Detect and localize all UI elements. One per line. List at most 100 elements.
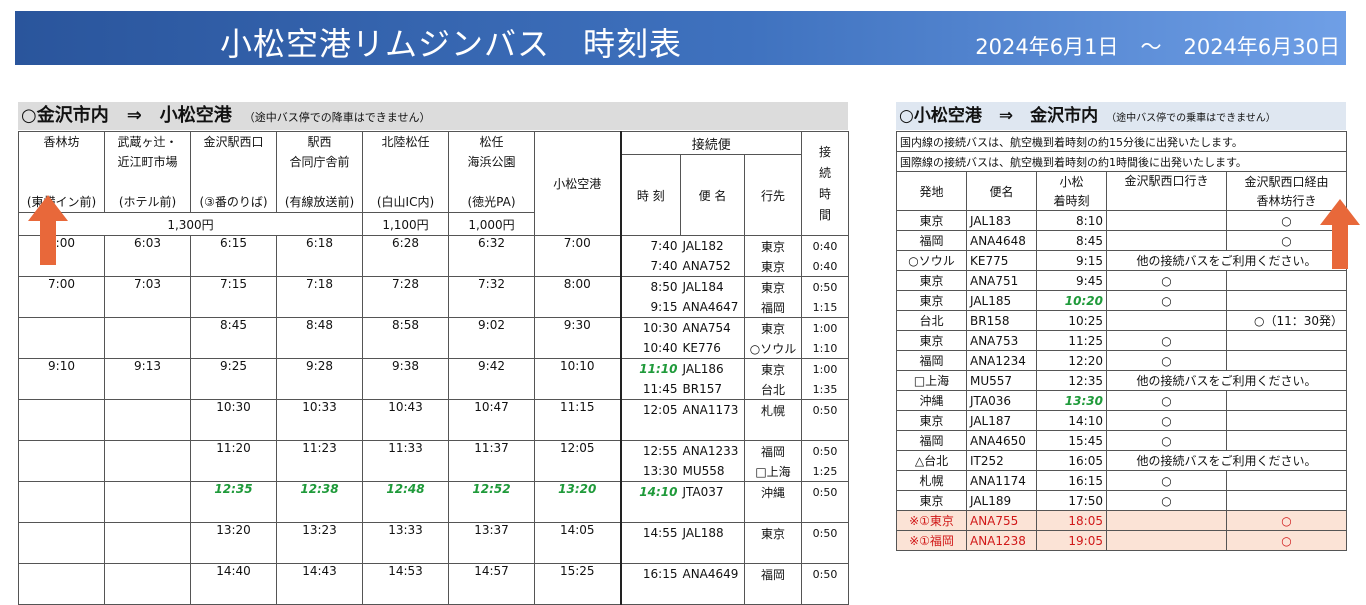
trip-row xyxy=(19,420,850,441)
station-bus-cell: ○ xyxy=(1106,350,1227,371)
korinbo-bus-cell xyxy=(1225,390,1348,411)
period-separator: 〜 xyxy=(1140,35,1162,59)
conn-interval: 0:50 xyxy=(801,440,850,461)
arrival-row: 東京 ANA751 9:45 ○ xyxy=(896,270,1348,291)
departure-time xyxy=(104,399,191,441)
conn-interval: 1:00 xyxy=(801,317,850,338)
conn-flight-number: ANA754 xyxy=(680,317,745,338)
korinbo-bus-cell xyxy=(1225,490,1348,511)
departure-time: 7:00 xyxy=(18,276,105,318)
connecting-flight-header: 接続便 xyxy=(619,131,803,155)
stop-location: (ホテル前) xyxy=(118,195,177,209)
arrival-row: 東京 JAL185 10:20 ○ xyxy=(896,290,1348,311)
conn-flight-dest: 東京 xyxy=(743,317,803,338)
conn-interval: 1:10 xyxy=(801,338,850,359)
trip-row: 14:40 14:43 14:53 14:57 15:25 16:15 ANA4649 福岡 0… xyxy=(18,563,850,605)
arrival-time-cell: 13:30 xyxy=(1036,390,1107,411)
conn-flight-dest: ○ソウル xyxy=(743,338,803,359)
arrival-row: 東京 JAL187 14:10 ○ xyxy=(896,410,1348,431)
conn-flight-time: 13:30 xyxy=(619,461,681,482)
trip-row: 10:30 10:33 10:43 10:47 11:15 12:05 ANA1173 札幌 0… xyxy=(18,399,850,441)
conn-flight-time: 12:05 xyxy=(619,399,681,420)
conn-flight-dest: 福岡 xyxy=(743,440,803,461)
arrival-header: 小松 xyxy=(1036,171,1107,191)
info-note: 国際線の接続バスは、航空機到着時刻の約1時間後に出発いたします。 xyxy=(895,151,1348,172)
trip-row: 6:00 6:03 6:15 6:18 6:28 6:32 7:00 7:40 JAL182 東京… xyxy=(18,235,850,277)
conn-flight-number: JAL188 xyxy=(680,522,745,543)
departure-time: 11:33 xyxy=(362,440,449,482)
departure-time: 14:43 xyxy=(276,563,363,605)
conn-interval xyxy=(801,420,850,441)
departure-time xyxy=(104,563,191,605)
conn-flight-dest: 札幌 xyxy=(743,399,803,420)
conn-flight-time: 11:10 xyxy=(619,358,681,379)
arrival-time-cell: 17:50 xyxy=(1036,490,1107,511)
departure-time: 12:05 xyxy=(534,440,621,482)
conn-flight-time: 14:10 xyxy=(619,481,681,502)
departure-time: 12:38 xyxy=(276,481,363,523)
departure-time: 10:33 xyxy=(276,399,363,441)
korinbo-bus-cell xyxy=(1225,410,1348,431)
departure-time: 7:32 xyxy=(448,276,535,318)
arrival-row: 東京 ANA753 11:25 ○ xyxy=(896,330,1348,351)
conn-flight-number: KE776 xyxy=(680,338,745,359)
departure-time: 11:23 xyxy=(276,440,363,482)
conn-flight-time: 7:40 xyxy=(619,235,681,256)
korinbo-bus-cell xyxy=(1225,430,1348,451)
arrival-time-cell: 12:35 xyxy=(1036,370,1107,391)
departure-time: 6:28 xyxy=(362,235,449,277)
departure-time: 6:15 xyxy=(190,235,277,277)
conn-flight-dest: 東京 xyxy=(743,256,803,277)
conn-flight-time: 12:55 xyxy=(619,440,681,461)
conn-flight-dest: 台北 xyxy=(743,379,803,400)
conn-flight-dest: 東京 xyxy=(743,522,803,543)
arrival-time-cell: 12:20 xyxy=(1036,350,1107,371)
flight-cell: ANA4650 xyxy=(966,430,1037,451)
arrival-time-cell: 16:15 xyxy=(1036,470,1107,491)
departure-time: 10:43 xyxy=(362,399,449,441)
arrival-row: ※①福岡 ANA1238 19:05 ○ xyxy=(896,530,1348,551)
arrival-row: 東京 JAL183 8:10 ○ xyxy=(896,210,1348,231)
arrival-row: 台北 BR158 10:25 ○（11：30発） xyxy=(896,310,1348,331)
trip-row: 13:20 13:23 13:33 13:37 14:05 14:55 JAL188 東京 0:… xyxy=(18,522,850,564)
station-bus-cell xyxy=(1106,230,1227,251)
departure-time: 8:58 xyxy=(362,317,449,359)
station-bus-cell: ○ xyxy=(1106,410,1227,431)
arrival-time-cell: 8:10 xyxy=(1036,210,1107,231)
departure-time: 13:23 xyxy=(276,522,363,564)
conn-flight-time: 8:50 xyxy=(619,276,681,297)
dest-korinbo-header: 金沢駅西口経由 xyxy=(1225,171,1348,191)
departure-time: 6:18 xyxy=(276,235,363,277)
arrival-time-cell: 11:25 xyxy=(1036,330,1107,351)
stop-header: 駅西 合同庁舎前 (有線放送前) xyxy=(276,131,363,213)
origin-cell: 沖縄 xyxy=(896,390,967,411)
station-bus-cell: ○ xyxy=(1106,470,1227,491)
conn-flight-number: ANA4647 xyxy=(680,297,745,318)
conn-flight-dest: 沖縄 xyxy=(743,481,803,502)
flight-header: 便名 xyxy=(966,171,1037,211)
conn-flight-time xyxy=(619,584,681,605)
right-heading-note: （途中バス停での乗車はできません） xyxy=(1106,113,1276,124)
departure-time: 14:40 xyxy=(190,563,277,605)
conn-time-header: 時 刻 xyxy=(619,154,681,236)
title-banner: 小松空港リムジンバス 時刻表 2024年6月1日〜 2024年6月30日 xyxy=(15,11,1346,65)
conn-flight-dest: 福岡 xyxy=(743,563,803,584)
station-bus-cell xyxy=(1106,310,1227,331)
flight-cell: IT252 xyxy=(966,450,1037,471)
conn-flight-time: 11:45 xyxy=(619,379,681,400)
departure-time: 6:32 xyxy=(448,235,535,277)
stop-name: 金沢駅西口 xyxy=(203,135,264,149)
flight-cell: ANA753 xyxy=(966,330,1037,351)
fare-cell: 1,100円 xyxy=(362,212,449,236)
departure-time: 9:02 xyxy=(448,317,535,359)
origin-header: 発地 xyxy=(896,171,967,211)
arrival-row: 札幌 ANA1174 16:15 ○ xyxy=(896,470,1348,491)
flight-cell: ANA4648 xyxy=(966,230,1037,251)
departure-time xyxy=(18,481,105,523)
arrival-time-cell: 16:05 xyxy=(1036,450,1107,471)
interval-header-char: 続 xyxy=(819,165,832,180)
origin-cell: 東京 xyxy=(896,330,967,351)
departure-time xyxy=(18,563,105,605)
interval-header-char: 接 xyxy=(819,144,832,159)
station-bus-cell xyxy=(1106,510,1227,531)
